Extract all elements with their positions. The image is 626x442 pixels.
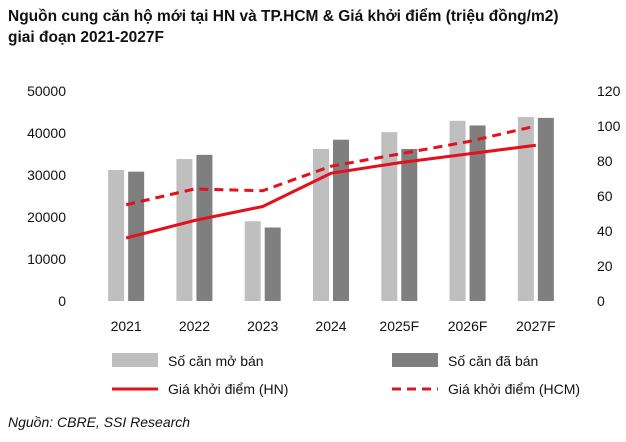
- legend-label: Giá khởi điểm (HCM): [448, 381, 580, 397]
- category-label: 2022: [179, 318, 210, 334]
- category-label: 2021: [111, 318, 142, 334]
- bar-opened: [313, 148, 329, 301]
- bar-opened: [449, 120, 466, 301]
- right-axis-tick-label: 20: [597, 258, 613, 274]
- left-axis-tick-label: 20000: [27, 209, 66, 225]
- source-note: Nguồn: CBRE, SSI Research: [8, 414, 191, 430]
- bar-sold: [264, 227, 281, 301]
- chart-title-line-2: giai đoạn 2021-2027F: [8, 29, 164, 46]
- line-price-hcm: [125, 124, 537, 207]
- right-axis-tick-label: 0: [597, 293, 605, 309]
- legend-swatch: [392, 353, 438, 367]
- chart-title-line-1: Nguồn cung căn hộ mới tại HN và TP.HCM &…: [8, 8, 559, 25]
- left-axis-tick-label: 0: [58, 293, 66, 309]
- bar-sold: [196, 154, 213, 301]
- line-price-hn: [125, 143, 537, 240]
- category-label: 2027F: [516, 318, 556, 334]
- chart-title: Nguồn cung căn hộ mới tại HN và TP.HCM &…: [8, 6, 618, 48]
- left-axis-tick-label: 40000: [27, 125, 66, 141]
- legend-swatch: [112, 353, 158, 367]
- right-axis-tick-label: 40: [597, 223, 613, 239]
- bar-sold: [469, 125, 486, 301]
- left-axis-tick-label: 50000: [27, 83, 66, 99]
- right-axis-tick-label: 120: [597, 83, 621, 99]
- bar-sold: [401, 148, 418, 301]
- category-label: 2026F: [448, 318, 488, 334]
- bar-opened: [176, 159, 193, 301]
- left-axis-tick-label: 10000: [27, 251, 66, 267]
- right-axis-tick-label: 80: [597, 153, 613, 169]
- right-axis-tick-label: 100: [597, 118, 621, 134]
- bar-sold: [537, 117, 554, 301]
- category-label: 2023: [247, 318, 278, 334]
- right-axis-tick-label: 60: [597, 188, 613, 204]
- bar-opened: [244, 221, 261, 301]
- legend-label: Số căn mở bán: [168, 353, 264, 369]
- legend-label: Số căn đã bán: [448, 353, 538, 369]
- category-label: 2024: [315, 318, 346, 334]
- bar-opened: [108, 169, 125, 301]
- legend-label: Giá khởi điểm (HN): [168, 381, 288, 397]
- left-axis-tick-label: 30000: [27, 167, 66, 183]
- category-label: 2025F: [379, 318, 419, 334]
- bar-opened: [381, 132, 398, 301]
- bar-sold: [333, 139, 349, 301]
- bar-opened: [517, 117, 534, 301]
